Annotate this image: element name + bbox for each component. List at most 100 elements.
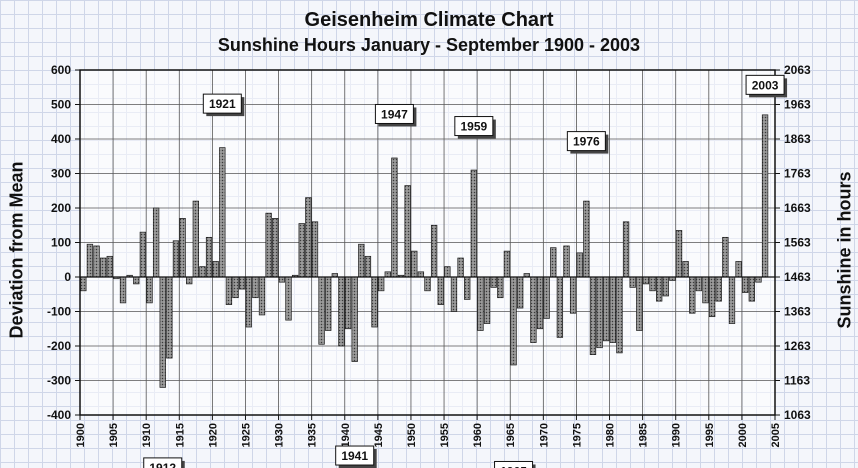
annotation-box (335, 445, 375, 466)
bar (139, 231, 147, 278)
annotation-callout: 1941 (335, 445, 377, 468)
y2-tick-label: 1163 (784, 374, 810, 388)
bar (477, 276, 484, 331)
annotation-label: 1921 (209, 97, 236, 111)
bar (444, 266, 451, 278)
x-tick-label: 2000 (737, 423, 749, 447)
annotation-box (374, 103, 414, 124)
y2-tick-label: 1963 (784, 98, 811, 112)
bar (450, 276, 458, 312)
x-tick-label: 1915 (174, 423, 186, 447)
annotation-box (566, 131, 606, 152)
annotation-label: 1965 (500, 464, 527, 468)
bar (199, 266, 206, 278)
bar (80, 276, 87, 292)
bar (662, 276, 669, 297)
bar (411, 250, 418, 278)
bar (702, 276, 709, 304)
y2-tick-label: 1463 (784, 270, 811, 284)
bar (205, 236, 213, 278)
annotation-callout: 1965 (494, 460, 536, 468)
chart-title: Geisenheim Climate Chart (304, 9, 554, 31)
bar (351, 276, 358, 362)
bar (609, 276, 616, 343)
x-tick-label: 2005 (770, 423, 782, 447)
annotation-callout: 2003 (745, 74, 788, 98)
bar (708, 276, 716, 318)
annotation-box (494, 460, 534, 468)
bar (186, 276, 193, 285)
y-tick-label: -400 (47, 408, 71, 422)
bar (636, 276, 643, 331)
annotation-callout: 1947 (374, 103, 417, 127)
bar (622, 221, 630, 278)
bar (298, 223, 305, 278)
x-tick-label: 1930 (274, 423, 286, 447)
annotation-label: 1912 (149, 461, 176, 468)
bar (133, 276, 140, 285)
bar (278, 276, 286, 283)
y-tick-label: 600 (51, 63, 71, 77)
bar (371, 276, 378, 328)
y-tick-label: -200 (47, 339, 71, 353)
x-tick-label: 1990 (671, 423, 683, 447)
bar (179, 218, 186, 278)
bar (742, 276, 749, 293)
bar (437, 276, 444, 305)
bar (358, 243, 365, 278)
bar (86, 243, 94, 278)
bar (556, 276, 564, 338)
annotation-label: 1941 (341, 449, 368, 463)
annotation-label: 2003 (752, 78, 779, 92)
bar (265, 212, 272, 278)
bar (761, 114, 769, 278)
bar (378, 276, 385, 292)
x-tick-label: 1935 (307, 423, 319, 447)
bar (232, 276, 239, 299)
bar (424, 276, 431, 292)
y2-tick-label: 1063 (784, 408, 811, 422)
bar (192, 200, 199, 278)
bar (569, 276, 577, 314)
annotation-callout: 1959 (454, 116, 496, 139)
y2-tick-label: 1763 (784, 167, 811, 181)
bar (649, 276, 656, 292)
x-tick-label: 1960 (472, 423, 484, 447)
annotation-callout: 1976 (566, 131, 609, 154)
bar (517, 276, 524, 309)
y-tick-label: -300 (47, 374, 71, 388)
bar (490, 276, 497, 288)
bar (225, 276, 233, 305)
y2-tick-label: 2063 (784, 63, 811, 77)
y2-tick-label: 1863 (784, 132, 811, 146)
bar (470, 169, 477, 278)
bar (722, 236, 729, 278)
x-tick-label: 1900 (75, 423, 87, 447)
x-tick-label: 1920 (207, 423, 219, 447)
bar (656, 276, 663, 302)
bar (146, 276, 153, 304)
bar (417, 271, 425, 278)
x-tick-label: 1970 (538, 423, 550, 447)
y2-tick-label: 1563 (784, 236, 811, 250)
bar (106, 255, 113, 278)
bar (464, 276, 471, 300)
x-tick-label: 1945 (373, 423, 385, 447)
bar (603, 276, 610, 342)
bar (344, 276, 352, 330)
bar (596, 276, 603, 349)
bar (695, 276, 703, 292)
bar (239, 276, 246, 290)
y2-tick-label: 1263 (784, 339, 811, 353)
bar (212, 261, 219, 278)
x-tick-label: 1905 (108, 423, 120, 447)
bar (305, 197, 312, 278)
annotation-box (143, 457, 183, 468)
x-tick-label: 1965 (505, 423, 517, 447)
bar (543, 276, 550, 319)
x-tick-label: 1950 (406, 423, 418, 447)
bar (503, 250, 511, 278)
bar (748, 276, 755, 302)
